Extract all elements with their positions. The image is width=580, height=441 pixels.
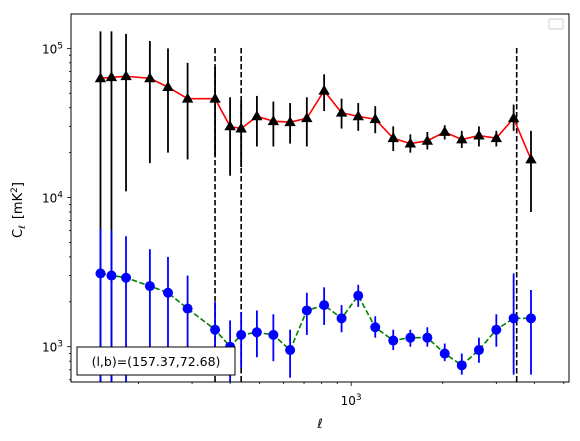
series-1 <box>95 228 536 382</box>
series-0-point-5 <box>181 92 194 103</box>
series-1-point-2 <box>121 272 132 283</box>
series-0-point-14 <box>335 106 348 117</box>
series-0-point-9 <box>251 110 263 121</box>
series-0-point-21 <box>456 133 468 144</box>
y-tick-label-exp: 5 <box>57 41 63 51</box>
series-1-point-9 <box>251 327 262 338</box>
series-0-point-8 <box>235 122 247 133</box>
series-layer <box>94 31 537 382</box>
series-0-point-6 <box>209 92 221 103</box>
x-tick-label-0: 103 <box>341 393 362 408</box>
series-1-point-19 <box>422 332 433 343</box>
y-tick-label-2: 105 <box>42 41 63 56</box>
y-axis-label-unit-open: [mK <box>11 192 26 219</box>
series-0-point-25 <box>525 153 537 164</box>
series-0-point-4 <box>162 81 174 92</box>
y-axis-label: Cℓ [mK2] <box>10 182 28 238</box>
series-1-point-17 <box>388 335 399 346</box>
series-1-point-14 <box>336 313 347 324</box>
series-0 <box>94 31 537 382</box>
y-axis-label-unit-close: ] <box>11 182 26 187</box>
series-0-point-3 <box>144 72 156 83</box>
y-tick-label-exp: 4 <box>57 191 63 201</box>
series-0-point-24 <box>507 112 520 123</box>
series-0-point-20 <box>439 126 451 136</box>
y-tick-label-0: 103 <box>42 340 63 355</box>
y-axis-label-sub: ℓ <box>18 225 28 230</box>
series-1-point-18 <box>405 332 416 343</box>
series-1-point-12 <box>301 305 312 316</box>
series-0-point-19 <box>421 134 434 145</box>
series-1-point-1 <box>106 270 117 281</box>
series-1-point-16 <box>370 322 381 333</box>
series-1-point-20 <box>439 348 450 359</box>
series-1-point-13 <box>319 300 330 311</box>
legend-box <box>548 18 564 30</box>
series-0-point-2 <box>120 70 132 81</box>
series-0-point-16 <box>369 113 381 124</box>
series-1-point-3 <box>144 281 155 292</box>
series-1-point-11 <box>285 345 296 356</box>
series-0-point-12 <box>301 112 313 123</box>
series-1-point-8 <box>236 329 247 340</box>
annotation-frame <box>76 346 236 376</box>
series-0-point-18 <box>404 137 417 148</box>
series-1-point-22 <box>473 345 484 356</box>
series-0-point-0 <box>94 72 107 83</box>
series-1-point-25 <box>525 313 536 324</box>
series-1-point-4 <box>162 287 173 298</box>
series-1-point-10 <box>268 329 279 340</box>
x-tick-label-base: 10 <box>341 394 356 408</box>
series-0-point-23 <box>490 132 503 143</box>
y-tick-label-base: 10 <box>42 341 57 355</box>
series-0-point-22 <box>473 129 485 140</box>
series-0-point-10 <box>267 115 280 126</box>
x-axis-label: ℓ <box>316 417 322 432</box>
series-1-point-5 <box>182 303 193 314</box>
series-1-point-23 <box>491 324 502 335</box>
series-1-point-6 <box>210 324 221 335</box>
axes-frame <box>70 13 570 383</box>
series-1-point-21 <box>456 360 467 371</box>
y-tick-label-1: 104 <box>42 191 63 206</box>
annotation-box: (l,b)=(157.37,72.68) <box>76 346 236 376</box>
y-tick-label-base: 10 <box>42 192 57 206</box>
x-tick-label-exp: 3 <box>356 393 362 403</box>
y-axis-label-unit-exp: 2 <box>10 187 20 193</box>
series-0-point-15 <box>352 110 364 121</box>
y-axis-label-main: C <box>11 229 26 238</box>
y-tick-label-exp: 3 <box>57 340 63 350</box>
series-0-point-1 <box>105 71 118 82</box>
series-0-point-7 <box>224 120 236 131</box>
series-1-point-0 <box>95 268 106 279</box>
series-1-point-24 <box>508 313 519 324</box>
series-0-point-17 <box>387 132 399 143</box>
series-1-point-15 <box>353 290 364 301</box>
annotation-text: (l,b)=(157.37,72.68) <box>92 354 221 369</box>
series-0-point-11 <box>284 116 296 127</box>
y-tick-label-base: 10 <box>42 42 57 56</box>
series-0-point-13 <box>318 84 330 95</box>
